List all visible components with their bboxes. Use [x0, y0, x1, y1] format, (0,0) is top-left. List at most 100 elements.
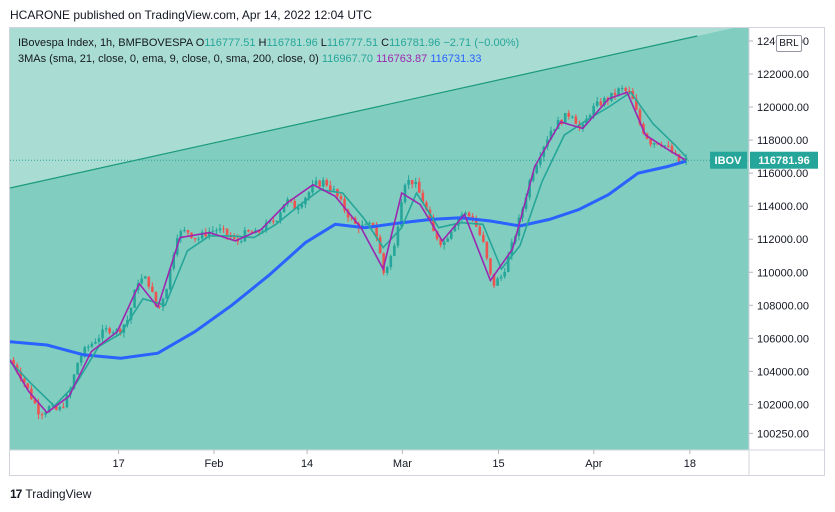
time-axis[interactable]: 17 Feb 14 Mar 15 Apr 18 [113, 450, 696, 470]
trend-line[interactable] [10, 35, 698, 189]
candle-body [62, 407, 65, 409]
candle-body [325, 180, 329, 186]
legend-close-label: C [381, 37, 390, 49]
candle-body [90, 343, 94, 347]
candle-body [22, 378, 26, 384]
legend-high-label: H [258, 37, 267, 49]
candle-body [101, 329, 104, 339]
ema9-value: 116763.87 [376, 53, 428, 65]
candle-body [311, 184, 314, 193]
candle-body [410, 179, 414, 185]
candle-body [684, 157, 688, 161]
candle-body [503, 271, 506, 277]
candle-body [364, 224, 368, 226]
candle-body [592, 105, 595, 116]
candle-body [72, 374, 76, 389]
candle-body [161, 298, 165, 308]
candle-body [47, 406, 51, 413]
footer: 17 TradingView [10, 487, 91, 501]
ema9-line [10, 91, 687, 414]
legend-close: 116781.96 [389, 37, 441, 49]
candle-body [389, 255, 393, 268]
price-axis[interactable]: 100250.00 102000.00 104000.00 106000.00 1080… [749, 36, 809, 440]
candle-body [667, 145, 670, 147]
candle-body [407, 179, 410, 185]
candle-body [257, 230, 261, 233]
candle-body [307, 192, 311, 198]
candle-body [467, 212, 471, 217]
candle-body [496, 278, 499, 286]
y-tick-label: 102000.00 [757, 399, 809, 411]
candle-body [563, 113, 567, 124]
candle-body [528, 180, 531, 198]
ma21-value: 116967.70 [321, 53, 374, 65]
candle-body [328, 185, 332, 191]
legend-indicator: 3MAs (sma, 21, close, 0, ema, 9, close, … [18, 51, 519, 67]
candle-body [250, 231, 254, 234]
candle-body [652, 143, 656, 145]
candle-body [200, 232, 204, 239]
candle-body [417, 181, 421, 193]
legend: IBovespa Index, 1h, BMFBOVESPA O116777.5… [18, 35, 519, 67]
candle-body [595, 101, 599, 106]
candle-body [439, 239, 442, 245]
sma200-line [10, 159, 687, 360]
candle-body [247, 230, 250, 232]
y-tick-label: 106000.00 [757, 333, 809, 345]
candle-body [296, 207, 300, 210]
candle-body [571, 116, 574, 118]
x-tick-label: Apr [585, 458, 602, 470]
candle-body [129, 307, 133, 320]
legend-symbol: IBovespa Index, 1h, BMFBOVESPA [18, 37, 193, 49]
candle-body [485, 241, 489, 259]
x-tick-label: 18 [684, 458, 696, 470]
candle-body [151, 286, 154, 292]
candle-body [385, 267, 389, 273]
candle-body [165, 289, 168, 299]
y-tick-label: 104000.00 [757, 366, 809, 378]
candle-body [186, 230, 190, 233]
candle-body [232, 237, 236, 239]
candle-body [446, 238, 450, 242]
candle-body [549, 130, 553, 140]
candle-body [293, 200, 297, 210]
candle-body [371, 222, 375, 227]
symbol-tag-bg [710, 151, 747, 169]
y-tick-label: 116000.00 [757, 168, 808, 180]
candle-body [97, 338, 101, 343]
candle-body [339, 196, 343, 200]
candle-body [314, 180, 318, 185]
y-tick-label: 110000.00 [757, 267, 808, 279]
candle-body [613, 92, 617, 96]
candle-body [37, 403, 40, 415]
x-tick-label: Feb [204, 458, 223, 470]
candle-body [83, 347, 87, 356]
legend-open-label: O [195, 37, 205, 49]
candle-body [627, 90, 631, 92]
candle-body [677, 154, 681, 163]
candle-body [300, 204, 304, 208]
candle-body [400, 202, 403, 227]
candle-body [499, 276, 503, 279]
candle-body [581, 124, 585, 128]
candle-body [264, 222, 268, 231]
candle-body [272, 220, 275, 222]
candle-body [378, 237, 382, 254]
candle-body [442, 241, 446, 245]
candle-body [94, 342, 97, 344]
candle-body [610, 92, 613, 101]
candle-body [215, 230, 218, 232]
currency-badge[interactable]: BRL [776, 35, 802, 52]
candle-body [638, 109, 642, 125]
candle-body [207, 231, 211, 237]
candle-body [531, 173, 535, 181]
candle-body [321, 180, 325, 187]
candle-body [119, 329, 122, 333]
candle-body [65, 394, 69, 408]
candle-body [506, 255, 510, 272]
legend-main: IBovespa Index, 1h, BMFBOVESPA O116777.5… [18, 35, 519, 51]
candle-body [585, 118, 588, 125]
candle-body [279, 212, 282, 222]
candle-body [435, 231, 439, 240]
